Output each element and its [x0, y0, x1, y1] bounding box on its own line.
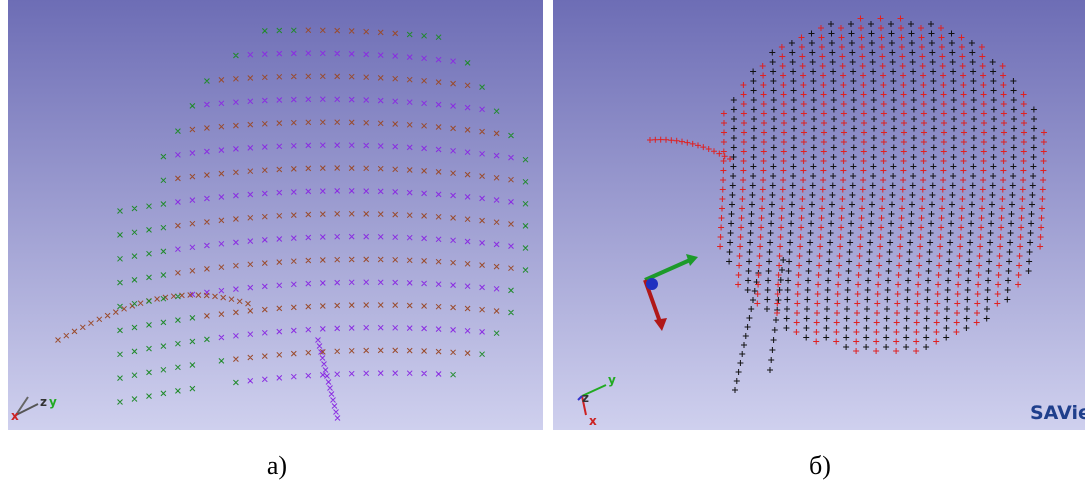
figure: x z y y z x SAVie а) б) — [0, 0, 1085, 494]
viewport-background — [8, 0, 543, 430]
caption: б) — [809, 451, 831, 480]
watermark: SAVie — [1030, 402, 1085, 424]
caption: а) — [267, 451, 287, 480]
axis-label: z — [40, 395, 47, 409]
viewer-a: x z y — [8, 0, 543, 430]
axis-label: y — [608, 373, 616, 387]
axis-label: z — [582, 391, 589, 405]
axis-label: x — [589, 414, 597, 428]
viewport-background — [553, 0, 1085, 430]
axis-label: x — [11, 409, 19, 423]
axis-label: y — [49, 395, 57, 409]
viewer-b: y z x SAVie — [553, 0, 1085, 430]
